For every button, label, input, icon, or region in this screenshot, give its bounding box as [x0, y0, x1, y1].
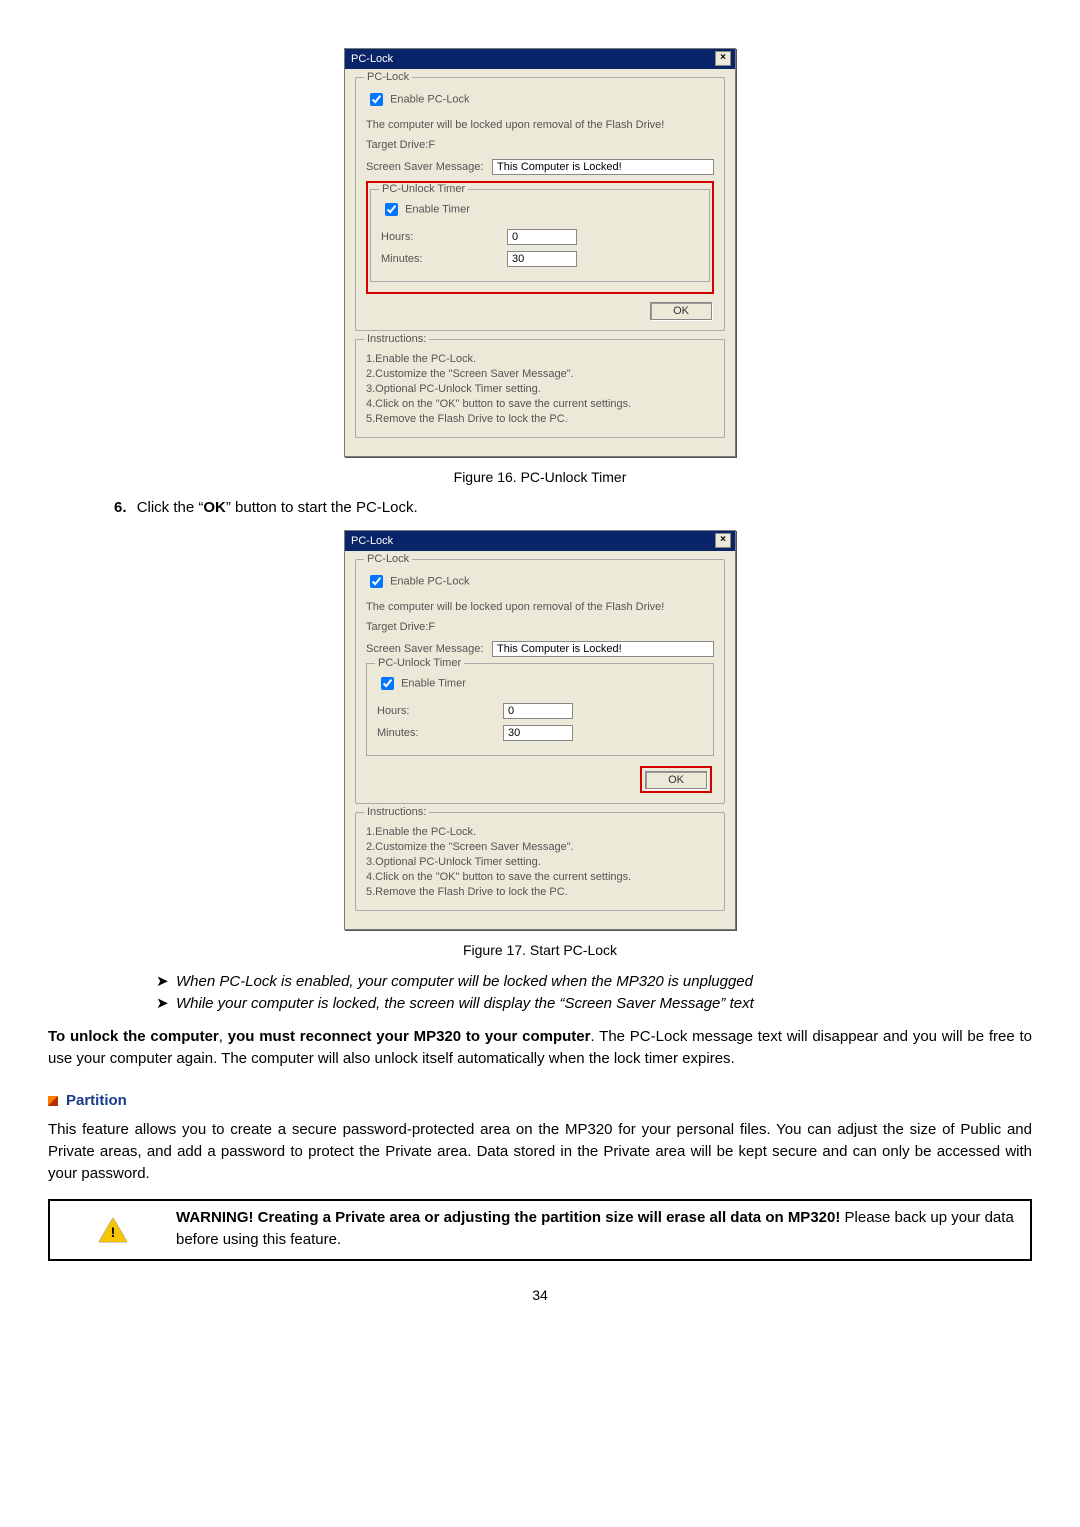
unlock-bold2: you must reconnect your MP320 to your co… — [228, 1028, 591, 1045]
pclock-group: PC-Lock Enable PC-Lock The computer will… — [355, 77, 725, 331]
unlock-timer-group: PC-Unlock Timer Enable Timer Hours: Minu… — [370, 189, 710, 282]
enable-pclock-label: Enable PC-Lock — [390, 575, 470, 587]
instr-2: 2.Customize the "Screen Saver Message". — [366, 840, 714, 855]
dialog-titlebar: PC-Lock × — [345, 49, 735, 69]
bullet-1: When PC-Lock is enabled, your computer w… — [176, 973, 753, 990]
unlock-bold1: To unlock the computer — [48, 1028, 219, 1045]
instr-4: 4.Click on the "OK" button to save the c… — [366, 397, 714, 412]
minutes-label: Minutes: — [377, 727, 497, 739]
instructions-group: Instructions: 1.Enable the PC-Lock. 2.Cu… — [355, 812, 725, 911]
unlock-mid: , — [219, 1028, 228, 1045]
instr-2: 2.Customize the "Screen Saver Message". — [366, 367, 714, 382]
enable-timer-checkbox[interactable] — [385, 203, 398, 216]
instr-1: 1.Enable the PC-Lock. — [366, 352, 714, 367]
arrow-icon: ➤ — [156, 994, 176, 1012]
instr-4: 4.Click on the "OK" button to save the c… — [366, 870, 714, 885]
pclock-group: PC-Lock Enable PC-Lock The computer will… — [355, 559, 725, 804]
instr-5: 5.Remove the Flash Drive to lock the PC. — [366, 885, 714, 900]
enable-pclock-label: Enable PC-Lock — [390, 93, 470, 105]
bullet-2: While your computer is locked, the scree… — [176, 995, 754, 1012]
figure17-caption: Figure 17. Start PC-Lock — [48, 942, 1032, 958]
dialog-title: PC-Lock — [351, 53, 393, 65]
dialog-title: PC-Lock — [351, 535, 393, 547]
enable-timer-label: Enable Timer — [401, 677, 466, 689]
page-number: 34 — [48, 1287, 1032, 1303]
screensaver-msg-label: Screen Saver Message: — [366, 161, 486, 173]
unlock-paragraph: To unlock the computer, you must reconne… — [48, 1026, 1032, 1070]
minutes-label: Minutes: — [381, 253, 501, 265]
enable-pclock-checkbox[interactable] — [370, 575, 383, 588]
screensaver-msg-label: Screen Saver Message: — [366, 643, 486, 655]
dialog-titlebar: PC-Lock × — [345, 531, 735, 551]
pclock-dialog-fig17: PC-Lock × PC-Lock Enable PC-Lock The com… — [344, 530, 736, 930]
step-6-num: 6. — [114, 499, 127, 516]
hours-input[interactable] — [507, 229, 577, 245]
instr-3: 3.Optional PC-Unlock Timer setting. — [366, 382, 714, 397]
unlock-timer-group: PC-Unlock Timer Enable Timer Hours: Minu… — [366, 663, 714, 756]
unlock-timer-legend: PC-Unlock Timer — [379, 183, 468, 195]
info-line: The computer will be locked upon removal… — [366, 601, 714, 613]
arrow-icon: ➤ — [156, 972, 176, 990]
section-icon — [48, 1096, 58, 1106]
close-icon[interactable]: × — [715, 533, 731, 548]
instructions-legend: Instructions: — [364, 806, 429, 818]
instr-1: 1.Enable the PC-Lock. — [366, 825, 714, 840]
hours-input[interactable] — [503, 703, 573, 719]
target-drive-label: Target Drive:F — [366, 621, 714, 633]
instr-5: 5.Remove the Flash Drive to lock the PC. — [366, 412, 714, 427]
ok-button[interactable]: OK — [645, 771, 707, 789]
enable-pclock-checkbox[interactable] — [370, 93, 383, 106]
pclock-group-legend: PC-Lock — [364, 71, 412, 83]
close-icon[interactable]: × — [715, 51, 731, 66]
enable-timer-checkbox[interactable] — [381, 677, 394, 690]
partition-heading: Partition — [48, 1092, 1032, 1109]
enable-timer-label: Enable Timer — [405, 203, 470, 215]
note-bullets: ➤When PC-Lock is enabled, your computer … — [156, 972, 1032, 1012]
instructions-group: Instructions: 1.Enable the PC-Lock. 2.Cu… — [355, 339, 725, 438]
minutes-input[interactable] — [507, 251, 577, 267]
partition-heading-text: Partition — [66, 1092, 127, 1109]
warning-bold: WARNING! Creating a Private area or adju… — [176, 1209, 840, 1226]
hours-label: Hours: — [377, 705, 497, 717]
warning-icon: ! — [99, 1218, 127, 1242]
figure16-caption: Figure 16. PC-Unlock Timer — [48, 469, 1032, 485]
instructions-legend: Instructions: — [364, 333, 429, 345]
step-6-post: ” button to start the PC-Lock. — [226, 499, 418, 516]
screensaver-msg-input[interactable] — [492, 159, 714, 175]
unlock-timer-legend: PC-Unlock Timer — [375, 657, 464, 669]
step-6-pre: Click the “ — [137, 499, 204, 516]
step-6: 6. Click the “OK” button to start the PC… — [114, 499, 1032, 516]
step-6-ok: OK — [203, 499, 226, 516]
pclock-dialog-fig16: PC-Lock × PC-Lock Enable PC-Lock The com… — [344, 48, 736, 457]
pclock-group-legend: PC-Lock — [364, 553, 412, 565]
screensaver-msg-input[interactable] — [492, 641, 714, 657]
warning-box: ! WARNING! Creating a Private area or ad… — [48, 1199, 1032, 1261]
instr-3: 3.Optional PC-Unlock Timer setting. — [366, 855, 714, 870]
minutes-input[interactable] — [503, 725, 573, 741]
hours-label: Hours: — [381, 231, 501, 243]
ok-button[interactable]: OK — [650, 302, 712, 320]
target-drive-label: Target Drive:F — [366, 139, 714, 151]
partition-paragraph: This feature allows you to create a secu… — [48, 1119, 1032, 1185]
info-line: The computer will be locked upon removal… — [366, 119, 714, 131]
